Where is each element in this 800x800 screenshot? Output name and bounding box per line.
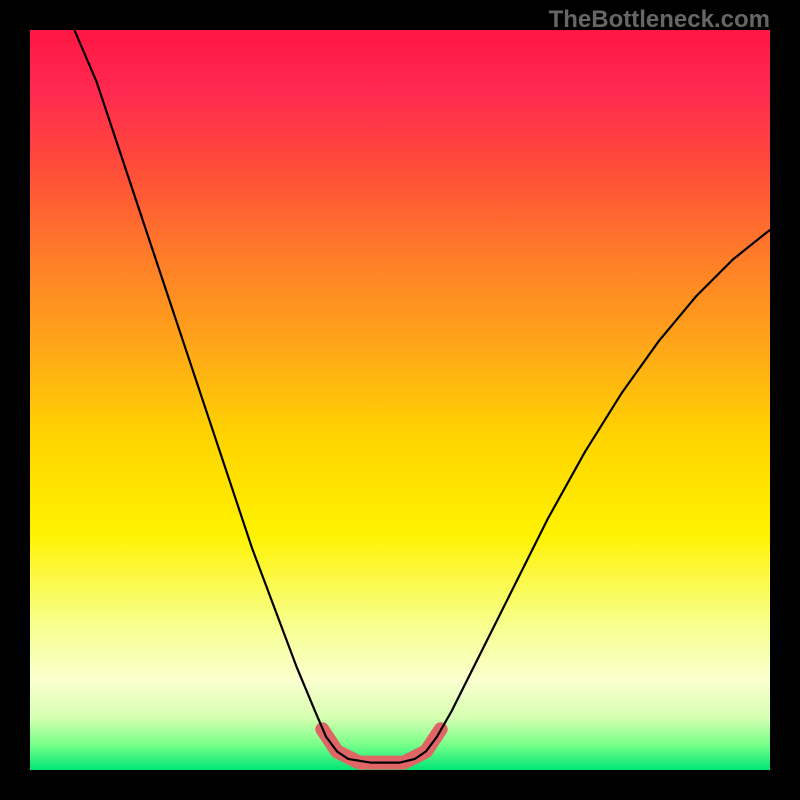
- chart-container: TheBottleneck.com: [0, 0, 800, 800]
- plot-background: [30, 30, 770, 770]
- watermark-text: TheBottleneck.com: [549, 6, 770, 34]
- plot-area: [30, 30, 770, 770]
- plot-svg: [30, 30, 770, 770]
